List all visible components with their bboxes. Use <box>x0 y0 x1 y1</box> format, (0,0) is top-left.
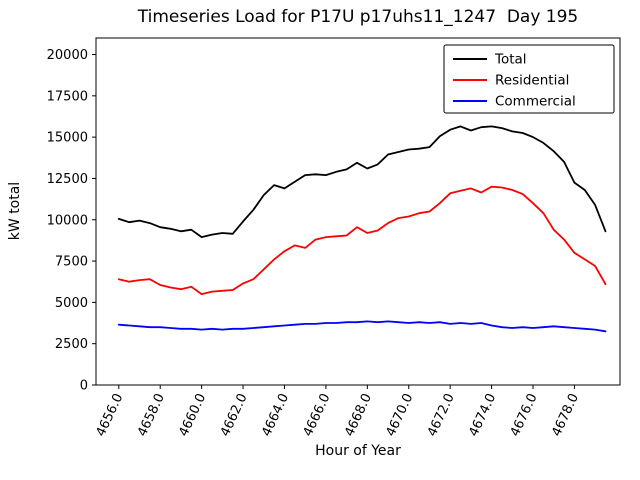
legend-label-residential: Residential <box>495 73 569 89</box>
series-line-commercial <box>117 320 607 333</box>
y-tick-label: 0 <box>80 379 88 394</box>
x-tick-label: 4664.0 <box>259 391 292 439</box>
y-tick-label: 10000 <box>47 213 88 228</box>
legend-box <box>443 44 615 114</box>
x-tick-label: 4662.0 <box>218 391 251 439</box>
legend-label-commercial: Commercial <box>495 94 576 110</box>
legend-label-total: Total <box>494 52 527 68</box>
x-tick-label: 4674.0 <box>466 391 499 439</box>
x-tick-label: 4660.0 <box>176 391 209 439</box>
y-tick-label: 7500 <box>55 255 88 270</box>
y-tick-label: 2500 <box>55 337 88 352</box>
x-tick-label: 4672.0 <box>425 391 458 439</box>
y-tick-label: 12500 <box>47 172 88 187</box>
y-tick-label: 5000 <box>55 296 88 311</box>
x-axis-label: Hour of Year <box>315 443 401 459</box>
chart-title: Timeseries Load for P17U p17uhs11_1247 D… <box>137 7 579 27</box>
x-tick-label: 4668.0 <box>342 391 375 439</box>
x-tick-label: 4670.0 <box>384 391 417 439</box>
x-tick-label: 4658.0 <box>135 391 168 439</box>
y-axis-label: kW total <box>7 181 23 241</box>
y-tick-label: 17500 <box>47 89 88 104</box>
axes-frame <box>95 37 621 386</box>
series-line-total <box>117 125 607 239</box>
series-line-residential <box>117 185 607 296</box>
x-tick-label: 4656.0 <box>94 391 127 439</box>
x-tick-label: 4666.0 <box>301 391 334 439</box>
y-tick-label: 20000 <box>47 48 88 63</box>
y-tick-label: 15000 <box>47 131 88 146</box>
x-tick-label: 4676.0 <box>508 391 541 439</box>
x-tick-label: 4678.0 <box>549 391 582 439</box>
